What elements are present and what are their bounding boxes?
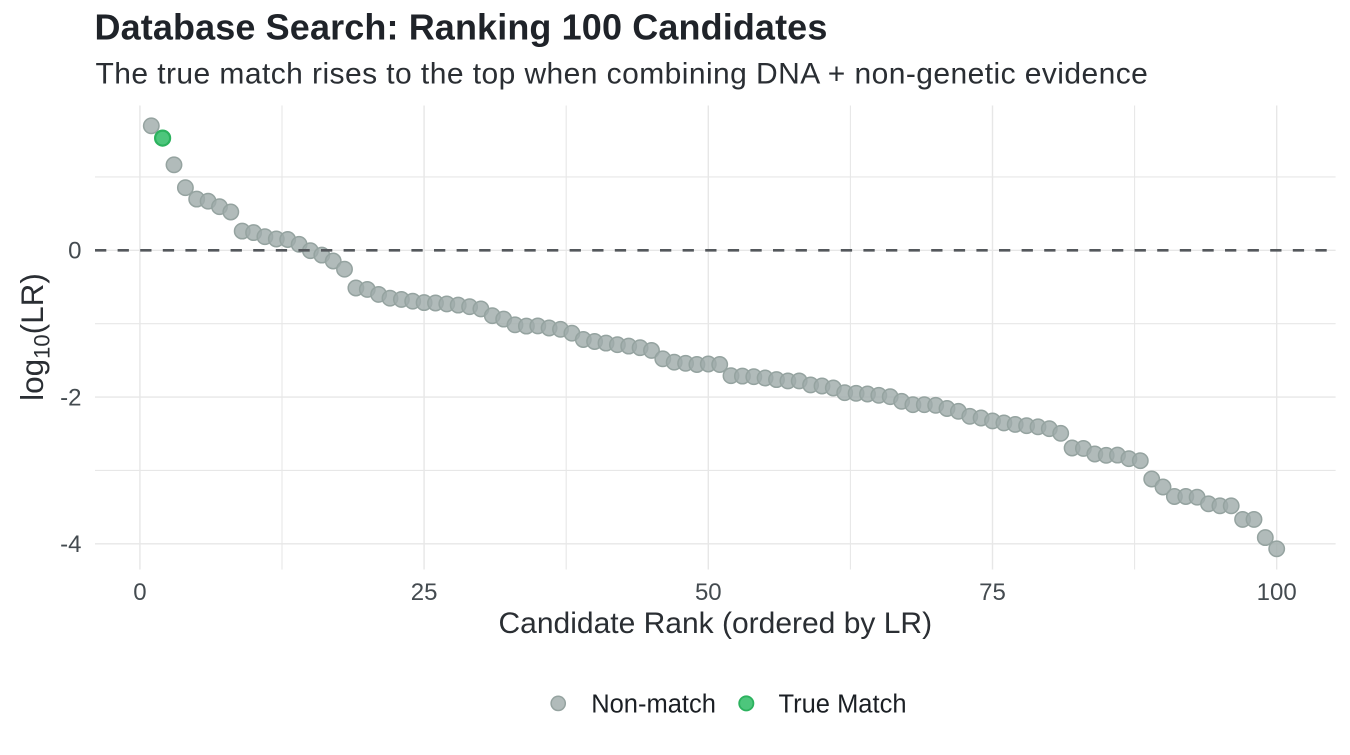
svg-text:0: 0 (68, 238, 81, 265)
svg-text:-4: -4 (60, 531, 81, 558)
svg-text:The true match rises to the to: The true match rises to the top when com… (96, 57, 1149, 90)
svg-text:-2: -2 (60, 384, 81, 411)
svg-text:Candidate Rank (ordered by LR): Candidate Rank (ordered by LR) (499, 607, 933, 640)
svg-text:log10(LR): log10(LR) (14, 273, 55, 401)
svg-text:0: 0 (133, 579, 146, 606)
svg-text:True Match: True Match (779, 690, 907, 718)
svg-text:100: 100 (1257, 579, 1297, 606)
svg-text:50: 50 (695, 579, 722, 606)
svg-text:25: 25 (411, 579, 438, 606)
svg-text:Database Search: Ranking 100 C: Database Search: Ranking 100 Candidates (95, 6, 828, 47)
svg-text:Non-match: Non-match (591, 690, 716, 718)
svg-text:75: 75 (979, 579, 1006, 606)
